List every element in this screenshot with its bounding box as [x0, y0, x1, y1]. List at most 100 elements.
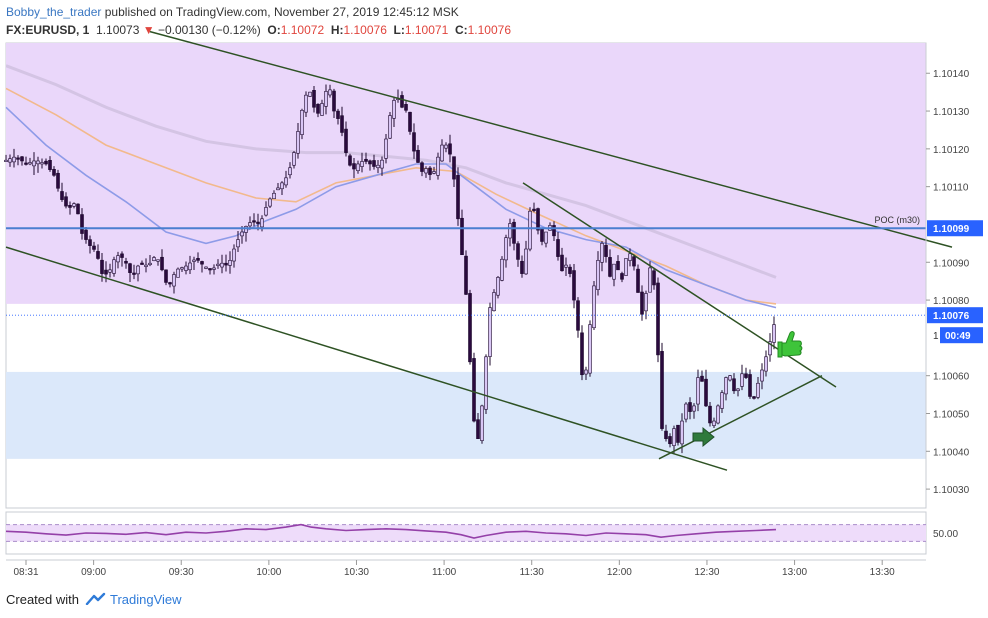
thumbs-up-icon[interactable] — [777, 331, 803, 358]
candle[interactable] — [264, 207, 268, 216]
candle[interactable] — [684, 403, 688, 420]
candle[interactable] — [308, 91, 312, 97]
candle[interactable] — [416, 149, 420, 163]
candle[interactable] — [592, 285, 596, 329]
candle[interactable] — [212, 267, 216, 270]
candle[interactable] — [68, 205, 72, 208]
candle[interactable] — [164, 269, 168, 283]
candle[interactable] — [512, 221, 516, 244]
candle[interactable] — [196, 258, 200, 261]
candle[interactable] — [12, 156, 16, 163]
candle[interactable] — [472, 358, 476, 422]
candle[interactable] — [536, 208, 540, 231]
candle[interactable] — [408, 111, 412, 132]
candle[interactable] — [88, 239, 92, 246]
candle[interactable] — [724, 377, 728, 395]
candle[interactable] — [116, 255, 120, 263]
candle[interactable] — [8, 158, 12, 163]
candle[interactable] — [660, 351, 664, 429]
channel-upper-line[interactable] — [149, 30, 953, 248]
candle[interactable] — [260, 218, 264, 228]
candle[interactable] — [120, 253, 124, 258]
candle[interactable] — [612, 263, 616, 280]
candle[interactable] — [180, 267, 184, 270]
candle[interactable] — [160, 256, 164, 271]
candle[interactable] — [764, 356, 768, 372]
candle[interactable] — [304, 94, 308, 113]
candle[interactable] — [424, 168, 428, 174]
candle[interactable] — [664, 430, 668, 439]
candle[interactable] — [628, 253, 632, 261]
candle[interactable] — [220, 262, 224, 268]
candle[interactable] — [608, 257, 612, 277]
candle[interactable] — [168, 282, 172, 285]
candle[interactable] — [44, 160, 48, 165]
candle[interactable] — [504, 237, 508, 261]
candle[interactable] — [184, 265, 188, 271]
candle[interactable] — [688, 402, 692, 412]
candle[interactable] — [492, 292, 496, 312]
candle[interactable] — [596, 260, 600, 290]
candle[interactable] — [652, 270, 656, 286]
candle[interactable] — [188, 262, 192, 271]
candle[interactable] — [60, 191, 64, 200]
candle[interactable] — [104, 269, 108, 275]
candle[interactable] — [92, 245, 96, 250]
candle[interactable] — [108, 269, 112, 273]
candle[interactable] — [36, 160, 40, 165]
candle[interactable] — [444, 144, 448, 149]
candle[interactable] — [216, 263, 220, 266]
candle[interactable] — [456, 175, 460, 220]
candle[interactable] — [656, 282, 660, 356]
candle[interactable] — [620, 273, 624, 280]
candle[interactable] — [508, 223, 512, 239]
candle[interactable] — [564, 264, 568, 268]
candle[interactable] — [632, 256, 636, 267]
candle[interactable] — [72, 203, 76, 207]
candle[interactable] — [148, 262, 152, 266]
candle[interactable] — [280, 182, 284, 190]
candle[interactable] — [412, 132, 416, 152]
candle[interactable] — [732, 378, 736, 392]
candle[interactable] — [744, 373, 748, 378]
candle[interactable] — [172, 274, 176, 287]
candle[interactable] — [332, 90, 336, 112]
candle[interactable] — [404, 104, 408, 111]
candle[interactable] — [540, 227, 544, 242]
candle[interactable] — [672, 428, 676, 446]
candle[interactable] — [476, 419, 480, 439]
channel-lower-line[interactable] — [5, 246, 728, 471]
candle[interactable] — [288, 167, 292, 176]
candle[interactable] — [32, 160, 36, 167]
candle[interactable] — [208, 268, 212, 271]
candle[interactable] — [484, 356, 488, 410]
wedge-lower-line[interactable] — [658, 375, 823, 460]
candle[interactable] — [140, 262, 144, 265]
candle[interactable] — [64, 196, 68, 207]
candle[interactable] — [400, 95, 404, 108]
candle[interactable] — [772, 324, 776, 343]
candle[interactable] — [52, 168, 56, 176]
candle[interactable] — [388, 115, 392, 139]
candle[interactable] — [448, 143, 452, 155]
candle[interactable] — [204, 266, 208, 269]
candle[interactable] — [668, 436, 672, 445]
time-axis[interactable]: 08:31 09:00 09:30 10:00 10:30 11:00 11:30 12:00… — [6, 559, 926, 578]
candle[interactable] — [748, 374, 752, 397]
candle[interactable] — [340, 115, 344, 133]
candle[interactable] — [420, 162, 424, 172]
candle[interactable] — [248, 222, 252, 227]
candle[interactable] — [200, 261, 204, 265]
candle[interactable] — [384, 138, 388, 159]
candle[interactable] — [572, 270, 576, 301]
candle[interactable] — [112, 259, 116, 274]
candle[interactable] — [552, 225, 556, 237]
candle[interactable] — [84, 229, 88, 240]
candle[interactable] — [20, 156, 24, 162]
candle[interactable] — [368, 160, 372, 165]
candle[interactable] — [144, 264, 148, 267]
candle[interactable] — [4, 159, 8, 162]
arrow-right-icon[interactable] — [692, 426, 715, 448]
candle[interactable] — [428, 167, 432, 175]
